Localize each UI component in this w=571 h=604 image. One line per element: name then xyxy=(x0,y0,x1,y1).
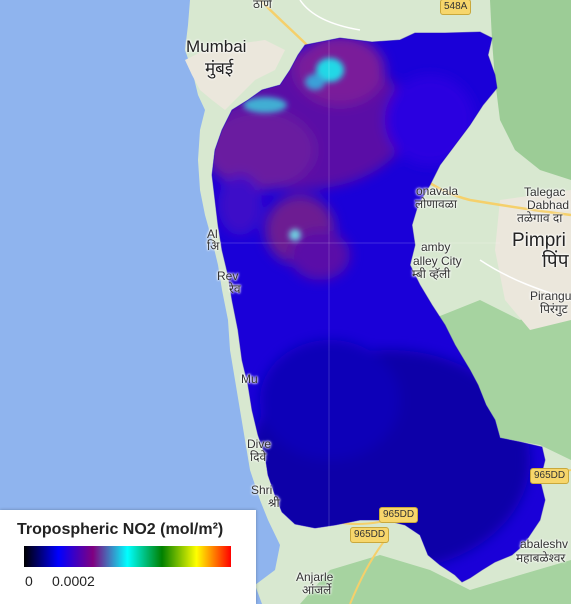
label-pimpri-marathi: पिंप xyxy=(542,251,569,272)
no2-raster xyxy=(212,32,545,582)
road-minor-1 xyxy=(479,259,571,301)
forest-southeast xyxy=(430,300,571,460)
label-thane: ठाणे xyxy=(253,0,272,11)
label-mumbai: Mumbai xyxy=(186,37,247,56)
label-dabhade: Dabhad xyxy=(527,198,570,212)
label-shrivardhan-marathi: श्री xyxy=(268,496,280,510)
label-lonavala: onavala xyxy=(416,184,459,198)
label-diveagar: Dive xyxy=(247,437,272,451)
mumbai-peninsula xyxy=(185,40,285,110)
legend-min-value: 0 xyxy=(25,573,33,589)
label-pirangut: Pirangu xyxy=(530,289,571,303)
road-minor-2 xyxy=(299,0,361,31)
label-talegaon: Talegac xyxy=(524,185,566,199)
label-shrivardhan: Shri xyxy=(251,483,273,497)
label-valley-city: alley City xyxy=(413,254,462,268)
urban-pune xyxy=(495,190,571,330)
legend-title: Tropospheric NO2 (mol/m²) xyxy=(17,521,224,538)
forest-east xyxy=(490,0,571,180)
label-mumbai-marathi: मुंबई xyxy=(205,59,234,78)
label-anjarle-marathi: आंजर्ले xyxy=(302,583,332,597)
label-pimpri: Pimpri xyxy=(512,230,566,251)
label-alibag: Al xyxy=(207,227,218,241)
road-shield-548a: 548A xyxy=(440,0,472,15)
label-alibag-marathi: अि xyxy=(207,239,220,253)
label-revdanda: Rev xyxy=(217,269,239,283)
road-south xyxy=(349,539,386,604)
label-revdanda-marathi: रेव xyxy=(229,282,241,296)
legend-panel: Tropospheric NO2 (mol/m²) 0 0.0002 xyxy=(0,510,256,604)
label-mahabaleshwar-marathi: महाबळेश्वर xyxy=(516,551,566,565)
label-murud: Mu xyxy=(241,372,258,386)
road-shield-965dd-center: 965DD xyxy=(379,507,419,523)
legend-color-bar xyxy=(24,546,231,567)
legend-max-value: 0.0002 xyxy=(52,573,95,589)
label-lonavala-marathi: लोणावळा xyxy=(415,197,457,211)
label-pirangut-marathi: पिरंगुट xyxy=(540,302,568,316)
label-amby-marathi: म्बी व्हॅली xyxy=(412,267,451,281)
road-shield-965dd-lower: 965DD xyxy=(350,527,390,543)
road-shield-965dd-right: 965DD xyxy=(530,468,570,484)
label-talegaon-marathi: तळेगाव दा xyxy=(517,211,563,225)
label-anjarle: Anjarle xyxy=(296,570,334,584)
label-diveagar-marathi: दिवे xyxy=(250,450,267,464)
label-amby: amby xyxy=(421,240,451,254)
label-mahabaleshwar: abaleshv xyxy=(520,537,569,551)
